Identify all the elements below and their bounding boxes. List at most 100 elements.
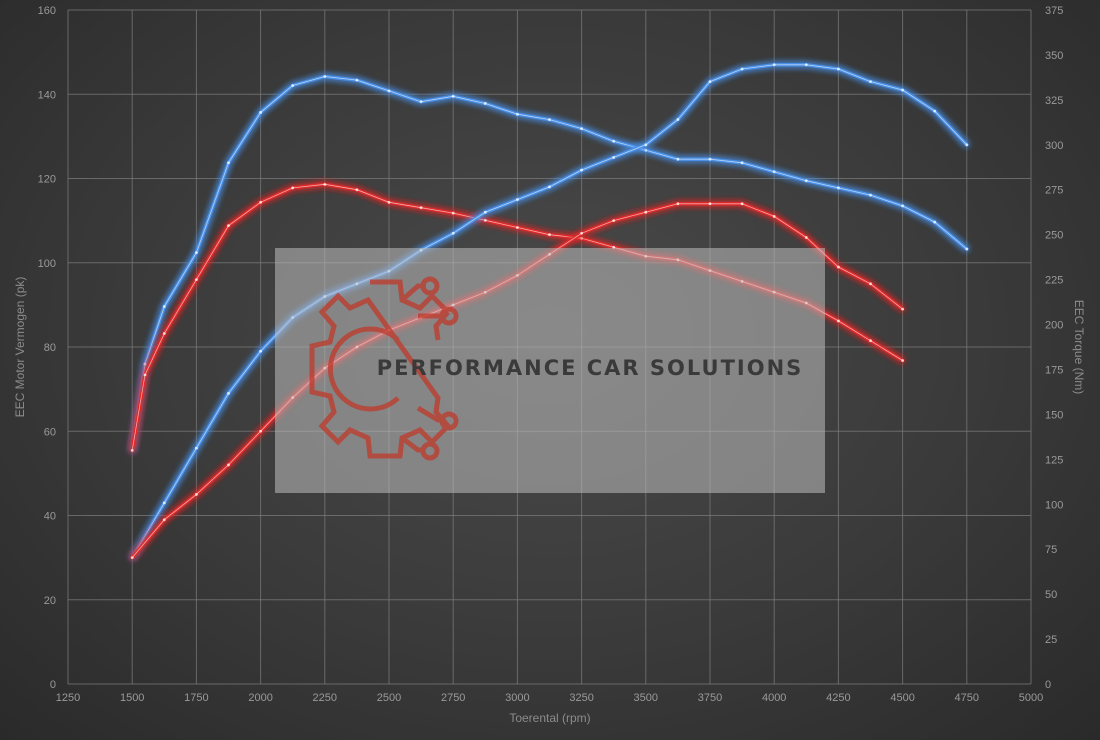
x-tick-label: 3750 — [698, 692, 722, 704]
series-2-point — [227, 224, 230, 228]
y-left-tick-label: 40 — [44, 511, 56, 523]
x-tick-label: 5000 — [1019, 692, 1043, 704]
series-2-point — [143, 373, 147, 377]
series-4-point — [708, 202, 712, 206]
series-2-point — [259, 200, 262, 204]
series-1-point — [162, 305, 166, 308]
y-right-tick-label: 275 — [1045, 185, 1063, 197]
series-1-point — [419, 100, 423, 104]
series-4-point — [195, 493, 198, 496]
series-2-point — [195, 278, 198, 281]
y-right-tick-label: 375 — [1045, 5, 1063, 17]
x-tick-label: 1750 — [184, 692, 208, 704]
watermark: PERFORMANCE CAR SOLUTIONS — [275, 248, 825, 493]
series-2-point — [419, 206, 423, 210]
series-1-point — [548, 118, 551, 122]
x-tick-label: 3500 — [634, 692, 658, 704]
series-1-point — [708, 157, 712, 161]
x-tick-label: 4500 — [890, 692, 914, 704]
series-2-point — [355, 188, 359, 192]
series-3-point — [227, 391, 230, 395]
series-3-point — [548, 185, 551, 189]
y-right-tick-label: 150 — [1045, 409, 1063, 421]
series-3-point — [804, 63, 808, 67]
series-3-point — [901, 88, 904, 92]
y-left-tick-label: 80 — [44, 342, 56, 354]
y-right-tick-label: 300 — [1045, 140, 1063, 152]
x-tick-label: 2750 — [441, 692, 465, 704]
watermark-panel — [275, 248, 825, 493]
series-3-point — [869, 80, 872, 84]
y-axis-left-ticks: 0 20 40 60 80 100 120 140 160 — [38, 5, 56, 691]
series-line-1-highlight — [131, 76, 968, 451]
series-1-point — [143, 362, 147, 366]
y-right-tick-label: 100 — [1045, 499, 1063, 511]
series-2-point — [901, 359, 904, 362]
series-3-point — [516, 198, 519, 201]
series-2-point — [387, 200, 391, 204]
x-axis-ticks: 1250 1500 1750 2000 2250 2500 2750 3000 3250 3500… — [56, 692, 1043, 704]
series-4-point — [676, 202, 680, 206]
y-left-tick-label: 60 — [44, 426, 56, 438]
series-2-point — [548, 233, 551, 237]
x-tick-label: 1500 — [120, 692, 144, 704]
series-3-point — [259, 349, 262, 353]
series-4-point — [869, 282, 872, 286]
y-left-tick-label: 0 — [50, 679, 56, 691]
series-2-point — [451, 211, 455, 215]
series-2-point — [130, 448, 134, 452]
series-1-point — [901, 204, 904, 208]
series-3-point — [612, 156, 616, 159]
series-3-point — [740, 67, 744, 71]
y-left-tick-label: 140 — [38, 89, 56, 101]
series-1-point — [869, 193, 872, 197]
series-1-point — [227, 161, 230, 165]
series-2-point — [323, 182, 327, 186]
x-tick-label: 1250 — [56, 692, 80, 704]
series-3-point — [483, 210, 487, 214]
x-tick-label: 2000 — [248, 692, 272, 704]
series-1-point — [580, 127, 583, 131]
gear-circuit-icon — [309, 276, 459, 461]
y-right-tick-label: 25 — [1045, 634, 1057, 646]
series-4-point — [837, 265, 840, 269]
series-1-point — [612, 139, 616, 143]
series-2-point — [869, 339, 872, 343]
y-right-tick-label: 325 — [1045, 95, 1063, 107]
series-4-point — [162, 518, 166, 522]
series-2-point — [516, 226, 519, 229]
y-right-tick-label: 75 — [1045, 544, 1057, 556]
series-3-point — [933, 109, 937, 113]
series-1-point — [291, 84, 295, 87]
series-3-point — [837, 67, 840, 71]
series-3-point — [451, 231, 455, 235]
y-right-tick-label: 250 — [1045, 230, 1063, 242]
series-4-point — [772, 215, 776, 218]
series-3-point — [580, 168, 583, 172]
series-3-point — [772, 63, 776, 67]
series-1-point — [195, 251, 198, 255]
series-1-point — [516, 112, 519, 116]
series-3-point — [162, 501, 166, 505]
series-4-point — [644, 210, 648, 214]
y-left-tick-label: 120 — [38, 174, 56, 186]
series-3-point — [676, 118, 680, 121]
series-3-point — [195, 446, 198, 450]
y-left-tick-label: 20 — [44, 595, 56, 607]
series-3-point — [708, 80, 712, 84]
series-4-point — [227, 463, 230, 467]
series-1-point — [740, 161, 744, 165]
x-tick-label: 2250 — [313, 692, 337, 704]
series-4-point — [804, 236, 808, 239]
series-2-point — [162, 332, 166, 335]
y-right-tick-label: 175 — [1045, 364, 1063, 376]
series-3-point — [965, 143, 969, 147]
watermark-text: PERFORMANCE CAR SOLUTIONS — [377, 356, 804, 380]
y-axis-right-ticks: 0 25 50 75 100 125 150 175 200 225 250 275 300 325 350… — [1045, 5, 1063, 691]
x-tick-label: 4250 — [826, 692, 850, 704]
y-left-tick-label: 100 — [38, 258, 56, 270]
series-2-point — [291, 186, 295, 190]
series-1-point — [451, 94, 455, 98]
series-1-point — [965, 247, 969, 251]
